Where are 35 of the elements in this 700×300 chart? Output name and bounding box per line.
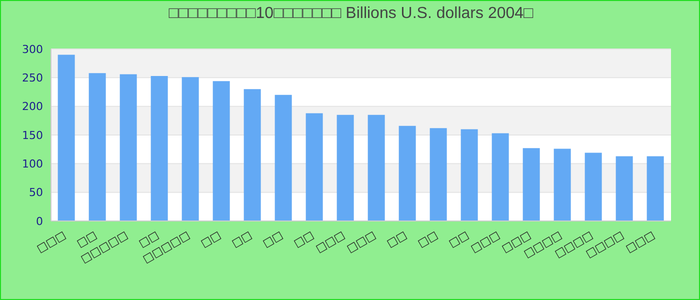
bar (398, 126, 416, 221)
bar (368, 114, 385, 221)
y-tick-label: 0 (36, 214, 43, 228)
x-tick-label: □□ (291, 228, 316, 250)
bar (150, 76, 168, 221)
bar (58, 54, 75, 221)
bar (88, 73, 106, 221)
bar (460, 129, 478, 221)
bar (182, 77, 199, 221)
x-tick-label: □□ (415, 228, 440, 250)
bar (646, 156, 664, 221)
bar (212, 81, 230, 221)
bar (244, 89, 261, 221)
x-tick-label: □□ (384, 228, 409, 250)
bar (430, 128, 447, 221)
bar (584, 152, 602, 221)
y-tick-label: 50 (29, 186, 43, 200)
x-tick-label: □□ (229, 228, 254, 250)
chart-title: □□□□□□□□□10□□□□□□□ Billions U.S. dollars 2004□ (168, 4, 534, 24)
x-tick-label: □□ (446, 228, 471, 250)
bar (306, 113, 323, 221)
y-tick-label: 300 (22, 42, 43, 56)
y-tick-label: 150 (22, 128, 43, 142)
bar (274, 94, 292, 221)
bar (492, 133, 509, 221)
y-tick-label: 200 (22, 100, 43, 114)
bar (336, 114, 354, 221)
x-tick-label: □□ (260, 228, 285, 250)
y-tick-label: 100 (22, 158, 43, 171)
bar (120, 74, 137, 221)
bar (554, 148, 571, 221)
bar (616, 156, 633, 221)
bar (522, 148, 540, 221)
y-tick-label: 250 (22, 72, 43, 85)
x-tick-label: □□ (198, 228, 223, 250)
